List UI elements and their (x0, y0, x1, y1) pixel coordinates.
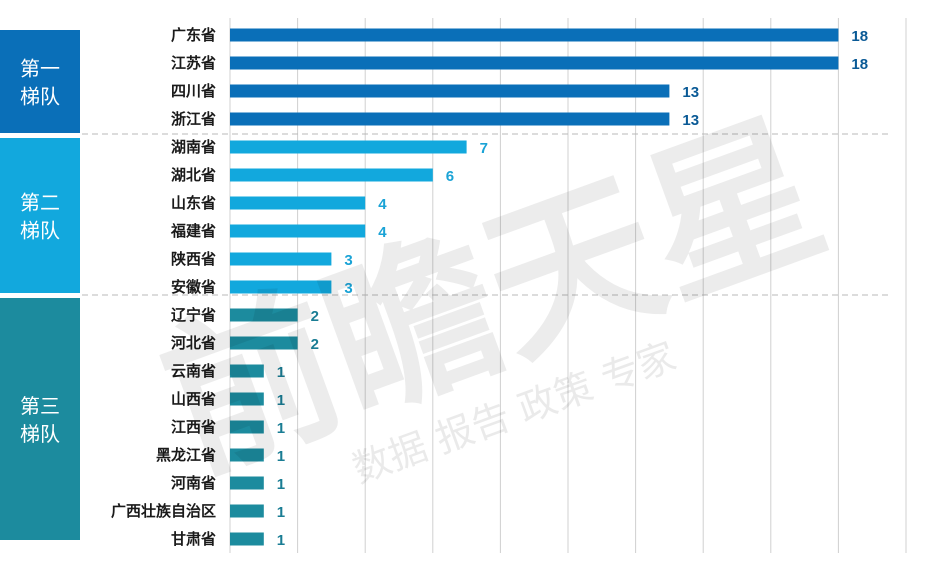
bar (230, 252, 332, 266)
bars (230, 28, 839, 546)
tier-label-box (0, 298, 80, 540)
category-label: 江西省 (171, 418, 216, 436)
bar (230, 28, 839, 42)
bar (230, 420, 264, 434)
category-label: 浙江省 (171, 110, 216, 128)
category-label: 福建省 (170, 222, 216, 240)
value-label: 4 (378, 196, 387, 213)
value-label: 1 (277, 420, 285, 437)
category-label: 四川省 (171, 82, 216, 100)
category-label: 甘肃省 (171, 530, 216, 548)
value-label: 1 (277, 532, 285, 549)
category-label: 湖南省 (171, 138, 216, 156)
bar (230, 504, 264, 518)
category-label: 河南省 (171, 474, 216, 492)
bar (230, 364, 264, 378)
category-label: 湖北省 (171, 166, 216, 184)
bar (230, 308, 298, 322)
bar (230, 112, 670, 126)
bar (230, 56, 839, 70)
tier-label-box (0, 30, 80, 133)
bar (230, 140, 467, 154)
category-label: 山西省 (171, 390, 216, 408)
tier-label-box (0, 138, 80, 293)
tier-label-line1: 第一 (20, 57, 60, 81)
bar (230, 196, 366, 210)
tier-label-line1: 第三 (20, 394, 60, 418)
value-label: 7 (480, 140, 488, 157)
tier-label-line2: 梯队 (20, 85, 60, 109)
gridlines (229, 18, 907, 553)
tier-label-line2: 梯队 (20, 219, 60, 243)
value-label: 2 (311, 336, 319, 353)
category-label: 山东省 (171, 194, 216, 212)
value-label: 6 (446, 168, 454, 185)
tier-label-line1: 第二 (20, 191, 60, 215)
bar (230, 532, 264, 546)
value-label: 3 (344, 280, 352, 297)
category-label: 江苏省 (171, 54, 216, 72)
category-label: 黑龙江省 (156, 446, 216, 464)
category-labels: 广东省江苏省四川省浙江省湖南省湖北省山东省福建省陕西省安徽省辽宁省河北省云南省山… (111, 26, 216, 548)
value-label: 1 (277, 504, 285, 521)
bar (230, 280, 332, 294)
value-labels: 18 18 13 13 7 6 4 4 3 3 2 2 1 1 1 1 1 1 1 (277, 28, 868, 549)
value-label: 18 (851, 56, 868, 73)
bar (230, 392, 264, 406)
category-label: 广东省 (171, 26, 216, 44)
value-label: 1 (277, 392, 285, 409)
bar (230, 336, 298, 350)
value-label: 1 (277, 448, 285, 465)
bar (230, 224, 366, 238)
category-label: 云南省 (171, 362, 216, 380)
category-label: 安徽省 (171, 278, 216, 296)
value-label: 2 (311, 308, 319, 325)
value-label: 18 (851, 28, 868, 45)
value-label: 4 (378, 224, 387, 241)
value-label: 3 (344, 252, 352, 269)
category-label: 陕西省 (171, 250, 216, 268)
bar (230, 476, 264, 490)
category-label: 广西壮族自治区 (111, 502, 216, 520)
value-label: 13 (682, 112, 699, 129)
category-label: 河北省 (171, 334, 216, 352)
category-label: 辽宁省 (171, 306, 216, 324)
bar (230, 448, 264, 462)
value-label: 1 (277, 476, 285, 493)
tier-separators (82, 133, 890, 296)
bar (230, 84, 670, 98)
value-label: 1 (277, 364, 285, 381)
bar (230, 168, 433, 182)
value-label: 13 (682, 84, 699, 101)
tier-label-line2: 梯队 (20, 422, 60, 446)
